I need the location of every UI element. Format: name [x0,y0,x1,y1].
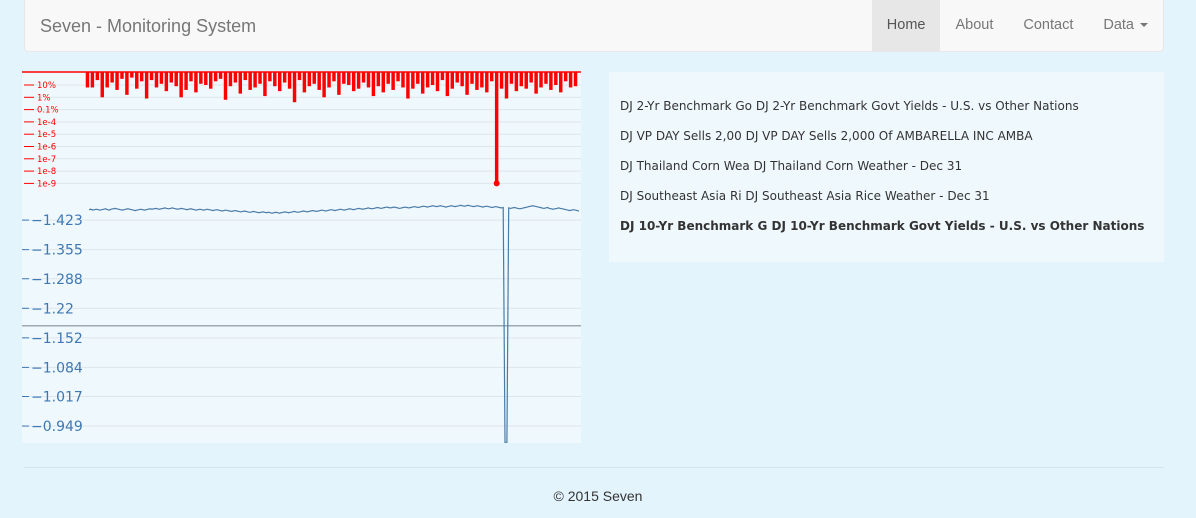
value-tick-label: −1.152 [31,331,83,347]
navbar: Seven - Monitoring System Home About Con… [24,0,1164,52]
value-tick-label: −1.423 [31,213,83,229]
value-tick-label: −1.288 [31,272,83,288]
significance-point [493,180,500,187]
caret-down-icon [1140,23,1148,28]
nav-menu: Home About Contact Data [871,0,1163,51]
news-item[interactable]: DJ 2-Yr Benchmark Go DJ 2-Yr Benchmark G… [620,99,1079,113]
news-panel: DJ 2-Yr Benchmark Go DJ 2-Yr Benchmark G… [609,72,1164,262]
news-item-selected[interactable]: DJ 10-Yr Benchmark G DJ 10-Yr Benchmark … [620,219,1145,233]
value-tick-label: −1.355 [31,243,83,259]
brand-title[interactable]: Seven - Monitoring System [40,16,257,36]
significance-tick-label: 1e-8 [37,167,56,177]
news-item[interactable]: DJ Southeast Asia Ri DJ Southeast Asia R… [620,189,990,203]
footer-divider [24,467,1164,468]
nav-about[interactable]: About [955,17,994,33]
significance-tick-label: 1e-7 [37,155,56,165]
value-tick-label: −1.017 [31,390,83,406]
significance-tick-label: 1e-6 [37,143,56,153]
value-tick-label: −1.084 [31,360,83,376]
significance-tick-label: 1e-9 [37,179,56,189]
value-series-line [88,204,580,443]
nav-contact[interactable]: Contact [1023,17,1074,33]
significance-tick-label: 1% [37,93,51,103]
monitoring-chart: 10% 1% 0.1% 1e-4 1e-5 1e-6 1e-7 1e-8 1e-9 −1.423 −… [22,71,581,443]
chart-svg: 10% 1% 0.1% 1e-4 1e-5 1e-6 1e-7 1e-8 1e-9 −1.423 −… [22,71,581,443]
nav-home[interactable]: Home [871,0,941,51]
value-tick-label: −1.22 [31,301,74,317]
significance-tick-label: 10% [37,81,56,91]
news-item[interactable]: DJ Thailand Corn Wea DJ Thailand Corn We… [620,159,963,173]
significance-tick-label: 0.1% [37,106,59,116]
nav-data-label: Data [1103,17,1134,33]
significance-tick-label: 1e-4 [37,118,56,128]
footer-text: © 2015 Seven [553,488,643,504]
significance-tick-label: 1e-5 [37,130,56,140]
news-item[interactable]: DJ VP DAY Sells 2,00 DJ VP DAY Sells 2,0… [620,129,1033,143]
value-tick-label: −0.949 [31,419,83,435]
nav-data-dropdown[interactable]: Data [1088,0,1163,51]
